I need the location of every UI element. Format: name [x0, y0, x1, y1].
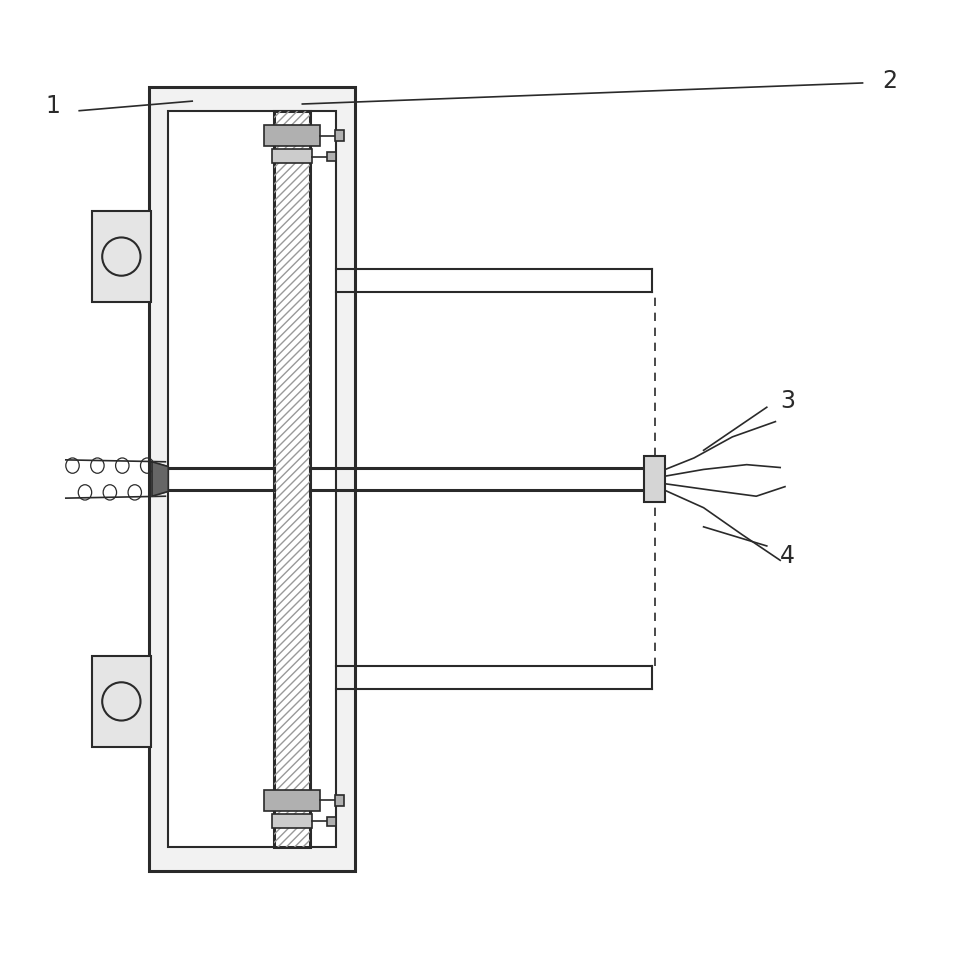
Bar: [644, 456, 666, 502]
Bar: [264, 125, 319, 147]
Bar: [335, 130, 344, 142]
Polygon shape: [152, 462, 168, 496]
Bar: [273, 111, 310, 847]
Text: 2: 2: [882, 69, 897, 93]
Bar: [149, 87, 355, 871]
Text: 1: 1: [46, 94, 60, 118]
Bar: [92, 656, 151, 747]
Bar: [327, 151, 336, 161]
Bar: [92, 211, 151, 302]
Bar: [335, 795, 344, 807]
Bar: [273, 111, 310, 847]
Bar: [327, 816, 336, 826]
Bar: [271, 813, 312, 828]
Text: 3: 3: [781, 389, 795, 413]
Text: 4: 4: [781, 543, 795, 567]
Bar: [264, 790, 319, 810]
Bar: [168, 111, 336, 847]
Bar: [271, 149, 312, 163]
